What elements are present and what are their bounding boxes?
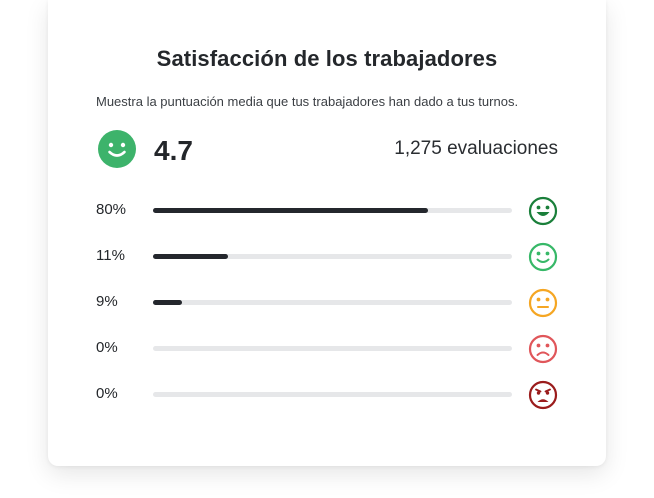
rating-percent: 11%	[96, 247, 125, 264]
rating-row-neutral: 9%	[96, 286, 558, 332]
rating-bar	[153, 300, 512, 305]
rating-percent: 0%	[96, 339, 118, 356]
grin-face-icon	[528, 196, 558, 226]
average-score: 4.7	[154, 135, 193, 166]
satisfaction-card: Satisfacción de los trabajadores Muestra…	[48, 0, 606, 466]
rating-bar	[153, 208, 512, 213]
rating-bar	[153, 346, 512, 351]
summary-row: 4.7 1,275 evaluaciones	[96, 128, 558, 170]
rating-percent: 80%	[96, 201, 127, 218]
rating-bar	[153, 392, 512, 397]
sad-face-icon	[528, 334, 558, 364]
angry-face-icon	[528, 380, 558, 410]
card-subtitle: Muestra la puntuación media que tus trab…	[96, 94, 519, 109]
card-title: Satisfacción de los trabajadores	[156, 46, 498, 71]
rating-row-very-sad: 0%	[96, 378, 558, 424]
rating-bar-fill	[153, 300, 182, 305]
rating-bar-fill	[153, 254, 229, 259]
neutral-face-icon	[528, 288, 558, 318]
ratings-count: 1,275 evaluaciones	[394, 138, 558, 159]
rating-percent: 9%	[96, 293, 118, 310]
rating-bar	[153, 254, 512, 259]
rating-row-sad: 0%	[96, 332, 558, 378]
smiley-face-icon	[98, 130, 136, 168]
rating-row-very-happy: 80%	[96, 194, 558, 240]
rating-distribution: 80% 11% 9%	[96, 194, 558, 424]
rating-bar-fill	[153, 208, 428, 213]
rating-row-happy: 11%	[96, 240, 558, 286]
smile-face-icon	[528, 242, 558, 272]
rating-percent: 0%	[96, 385, 118, 402]
